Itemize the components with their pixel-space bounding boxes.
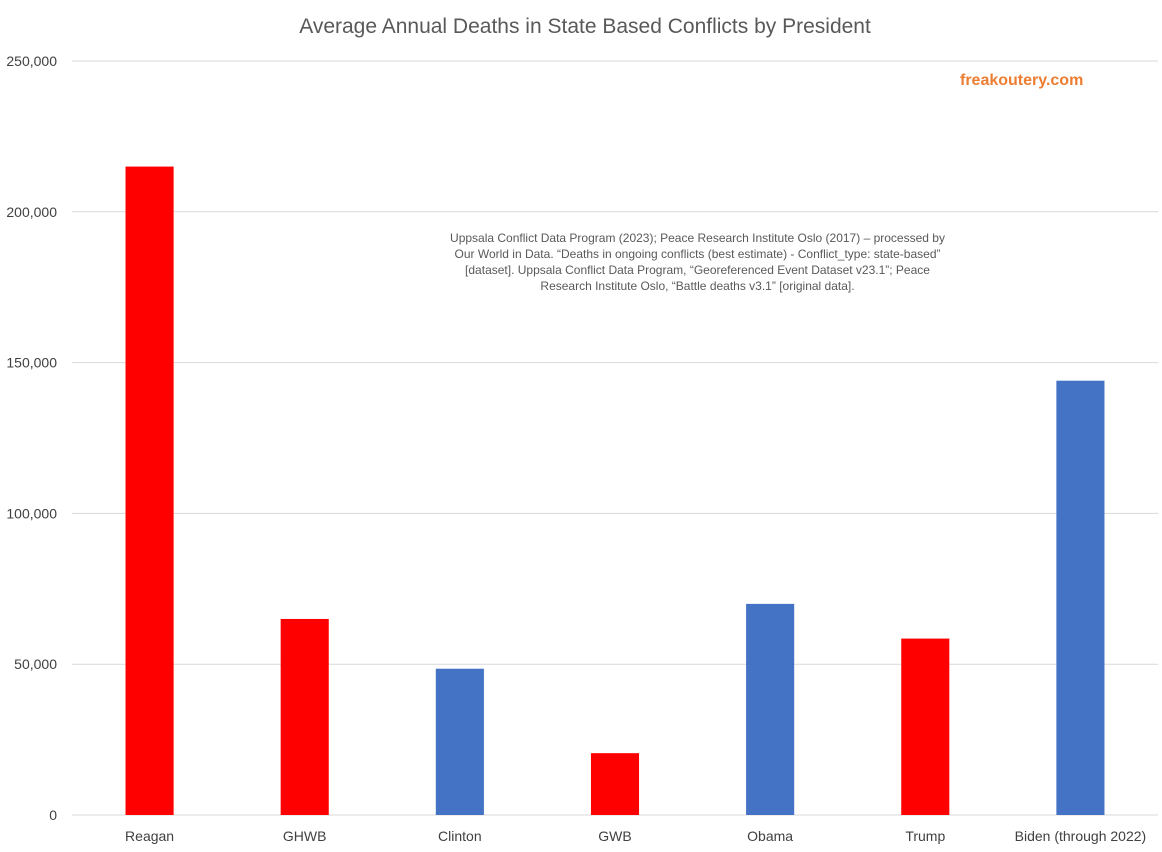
bar-biden-through-2022 — [1056, 380, 1105, 815]
y-tick-label: 50,000 — [14, 656, 57, 672]
chart-title: Average Annual Deaths in State Based Con… — [299, 15, 871, 38]
gridlines — [72, 60, 1158, 816]
x-tick-label: Trump — [905, 828, 945, 844]
y-tick-label: 150,000 — [6, 355, 57, 371]
x-tick-label: GHWB — [283, 828, 327, 844]
bar-gwb — [590, 753, 640, 815]
y-tick-label: 0 — [49, 807, 57, 823]
y-tick-label: 200,000 — [6, 204, 57, 220]
source-note: Uppsala Conflict Data Program (2023); Pe… — [450, 231, 945, 293]
x-tick-label: Biden (through 2022) — [1015, 828, 1147, 844]
x-tick-label: Obama — [747, 828, 793, 844]
bar-reagan — [125, 166, 174, 815]
y-tick-label: 100,000 — [6, 505, 57, 521]
bar-ghwb — [280, 618, 329, 815]
bar-obama — [746, 603, 795, 815]
x-tick-label: GWB — [598, 828, 631, 844]
x-tick-label: Clinton — [438, 828, 482, 844]
y-tick-label: 250,000 — [6, 53, 57, 69]
bar-clinton — [435, 668, 484, 815]
y-axis-ticks: 0 50,000 100,000 150,000 200,000 250,000 — [6, 53, 57, 823]
bar-trump — [901, 638, 950, 815]
bars — [125, 166, 1105, 815]
x-axis-labels: Reagan GHWB Clinton GWB Obama Trump Biden (thr… — [125, 828, 1146, 844]
x-tick-label: Reagan — [125, 828, 174, 844]
watermark-text: freakoutery.com — [960, 72, 1084, 89]
